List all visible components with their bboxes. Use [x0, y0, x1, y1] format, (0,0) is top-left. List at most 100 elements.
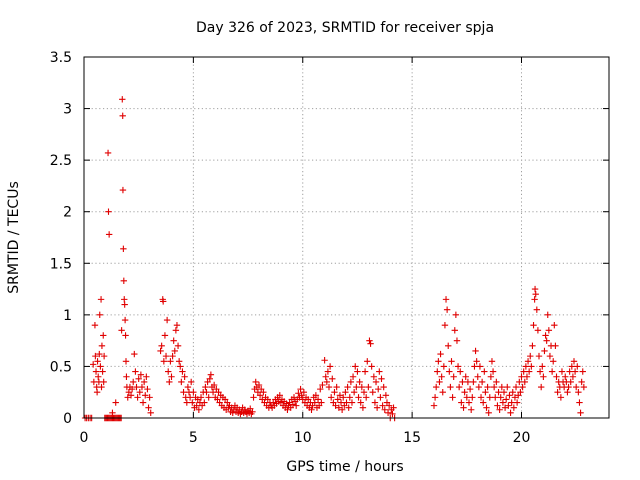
data-point	[579, 368, 586, 375]
data-point	[529, 342, 536, 349]
data-point	[109, 409, 116, 417]
data-point	[178, 378, 185, 386]
data-point	[89, 361, 97, 368]
data-point	[189, 399, 196, 406]
data-point	[484, 383, 491, 391]
data-point	[463, 394, 471, 401]
data-point	[179, 368, 186, 375]
y-tick-label: 1.5	[50, 256, 72, 272]
data-point	[321, 357, 328, 364]
data-point	[163, 316, 171, 324]
data-point	[292, 402, 300, 409]
data-point	[371, 399, 379, 406]
data-point	[540, 373, 547, 380]
data-point	[369, 389, 376, 396]
data-point	[544, 311, 551, 319]
data-point	[493, 378, 500, 386]
data-point	[252, 378, 259, 386]
data-point	[355, 394, 362, 401]
chart-title: Day 326 of 2023, SRMTID for receiver spj…	[196, 20, 494, 36]
data-point	[373, 404, 381, 411]
data-point	[100, 378, 107, 386]
data-point	[326, 363, 334, 370]
data-point	[496, 406, 503, 413]
data-point	[455, 383, 463, 391]
data-point	[175, 358, 183, 365]
data-point	[481, 368, 488, 375]
data-point	[557, 394, 565, 401]
x-tick-label: 5	[189, 430, 198, 446]
data-point	[168, 373, 175, 380]
data-point	[137, 371, 145, 378]
data-point	[372, 378, 380, 386]
data-point	[159, 298, 167, 305]
data-point	[362, 394, 370, 401]
y-tick-label: 0	[63, 411, 72, 427]
data-point	[100, 332, 107, 339]
data-point	[470, 378, 477, 386]
data-point	[543, 337, 550, 344]
data-point	[167, 358, 174, 365]
data-point	[485, 409, 492, 417]
data-point	[376, 368, 383, 375]
data-point	[203, 389, 210, 396]
data-point	[100, 352, 108, 360]
data-point	[390, 404, 397, 411]
data-point	[577, 409, 584, 417]
data-point	[284, 406, 291, 413]
data-point	[93, 389, 101, 396]
data-point	[140, 378, 148, 386]
data-point	[564, 389, 571, 396]
data-point	[349, 373, 357, 380]
data-point	[435, 358, 442, 365]
data-point	[128, 385, 136, 393]
data-point	[378, 375, 385, 383]
data-point	[384, 409, 392, 417]
data-point	[122, 358, 130, 365]
data-point	[482, 389, 489, 396]
data-point	[381, 406, 388, 413]
data-point	[195, 406, 203, 413]
data-point	[174, 342, 182, 349]
data-point	[347, 378, 355, 386]
data-point	[454, 363, 462, 370]
data-point	[536, 368, 544, 375]
data-point	[513, 399, 521, 406]
data-point	[434, 368, 441, 375]
data-point	[104, 149, 112, 157]
data-point	[380, 383, 387, 391]
data-point	[462, 373, 469, 380]
data-point	[229, 409, 236, 417]
data-point	[205, 394, 212, 401]
data-point	[343, 399, 350, 406]
data-point	[533, 306, 541, 313]
data-point	[523, 373, 531, 380]
data-point	[99, 368, 106, 375]
data-point	[430, 402, 438, 409]
data-point	[120, 245, 127, 253]
data-point	[162, 352, 170, 360]
data-point	[97, 296, 105, 303]
x-tick-label: 10	[294, 430, 312, 446]
data-point	[183, 399, 191, 406]
data-point	[494, 402, 501, 409]
data-point	[144, 385, 151, 393]
x-tick-label: 0	[80, 430, 89, 446]
data-point	[451, 327, 458, 334]
data-point	[327, 394, 335, 401]
data-point	[545, 327, 553, 334]
data-point	[353, 383, 360, 391]
data-point	[337, 399, 345, 406]
data-point	[377, 394, 384, 401]
data-point	[147, 409, 154, 417]
data-point	[370, 373, 378, 380]
data-point	[332, 402, 339, 409]
data-point	[474, 373, 481, 380]
data-point	[490, 383, 498, 391]
data-point	[184, 383, 192, 391]
data-point	[488, 358, 496, 365]
data-point	[475, 383, 483, 391]
data-point	[464, 378, 472, 386]
data-point	[324, 368, 332, 375]
data-point	[525, 368, 533, 375]
